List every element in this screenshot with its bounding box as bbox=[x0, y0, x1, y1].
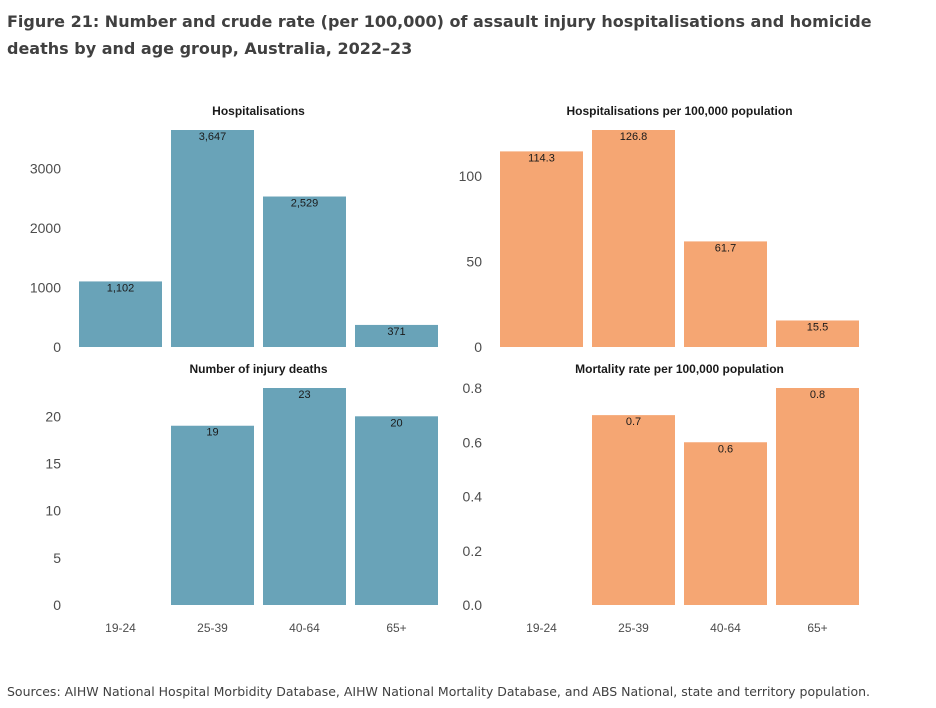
bar bbox=[171, 130, 254, 347]
y-tick-label: 0.4 bbox=[463, 489, 483, 505]
bar bbox=[263, 196, 346, 347]
y-tick-label: 0 bbox=[53, 597, 61, 613]
bar bbox=[684, 241, 767, 347]
figure-title: Figure 21: Number and crude rate (per 10… bbox=[7, 12, 872, 58]
x-tick-label: 19-24 bbox=[526, 621, 557, 635]
bar bbox=[776, 320, 859, 347]
x-tick-label: 40-64 bbox=[289, 621, 320, 635]
bar bbox=[776, 388, 859, 605]
data-label: 114.3 bbox=[528, 152, 555, 164]
data-label: 0.8 bbox=[810, 389, 825, 401]
y-tick-label: 0 bbox=[474, 339, 482, 355]
chart-grid: Hospitalisations01000200030001,1023,6472… bbox=[30, 104, 859, 635]
bar bbox=[355, 324, 438, 347]
bar bbox=[263, 388, 346, 605]
x-tick-label: 19-24 bbox=[105, 621, 136, 635]
y-tick-label: 100 bbox=[459, 168, 483, 184]
x-tick-label: 25-39 bbox=[618, 621, 649, 635]
x-tick-label: 25-39 bbox=[197, 621, 228, 635]
bar bbox=[592, 130, 675, 347]
data-label: 3,647 bbox=[199, 131, 227, 143]
data-label: 0.7 bbox=[626, 416, 641, 428]
bar bbox=[355, 416, 438, 605]
figure-source: Sources: AIHW National Hospital Morbidit… bbox=[7, 684, 870, 699]
y-tick-label: 0.6 bbox=[463, 434, 483, 450]
panel-title: Mortality rate per 100,000 population bbox=[575, 362, 784, 376]
y-tick-label: 50 bbox=[466, 253, 482, 269]
data-label: 371 bbox=[387, 326, 405, 338]
y-tick-label: 5 bbox=[53, 550, 61, 566]
bar bbox=[684, 442, 767, 605]
y-tick-label: 0.2 bbox=[463, 543, 483, 559]
bar bbox=[79, 281, 162, 347]
data-label: 23 bbox=[298, 389, 310, 401]
y-tick-label: 15 bbox=[45, 455, 61, 471]
y-tick-label: 0.0 bbox=[463, 597, 483, 613]
panel-title: Number of injury deaths bbox=[189, 362, 327, 376]
x-tick-label: 65+ bbox=[386, 621, 406, 635]
data-label: 15.5 bbox=[807, 321, 828, 333]
panel-title: Hospitalisations per 100,000 population bbox=[566, 104, 792, 118]
bar bbox=[171, 425, 254, 605]
y-tick-label: 3000 bbox=[30, 160, 61, 176]
bar bbox=[500, 151, 583, 347]
data-label: 0.6 bbox=[718, 443, 733, 455]
data-label: 1,102 bbox=[107, 282, 135, 294]
bar bbox=[592, 415, 675, 605]
y-tick-label: 10 bbox=[45, 503, 61, 519]
panel-title: Hospitalisations bbox=[212, 104, 305, 118]
data-label: 61.7 bbox=[715, 242, 736, 254]
y-tick-label: 20 bbox=[45, 408, 61, 424]
y-tick-label: 0.8 bbox=[463, 380, 483, 396]
data-label: 19 bbox=[206, 427, 218, 439]
y-tick-label: 1000 bbox=[30, 279, 61, 295]
data-label: 126.8 bbox=[620, 131, 648, 143]
y-tick-label: 0 bbox=[53, 339, 61, 355]
x-tick-label: 65+ bbox=[807, 621, 827, 635]
data-label: 20 bbox=[390, 417, 402, 429]
x-tick-label: 40-64 bbox=[710, 621, 741, 635]
data-label: 2,529 bbox=[291, 198, 319, 210]
y-tick-label: 2000 bbox=[30, 220, 61, 236]
